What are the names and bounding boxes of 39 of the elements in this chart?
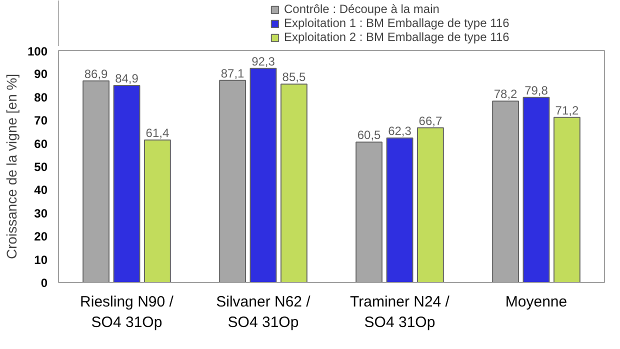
bar (280, 84, 308, 282)
data-label: 71,2 (555, 103, 579, 118)
x-tick-label: Moyenne (505, 294, 568, 310)
data-label: 87,1 (220, 66, 245, 80)
data-label: 84,9 (115, 72, 139, 86)
bar (553, 116, 580, 282)
y-tick-label: 10 (34, 252, 48, 267)
bar (416, 127, 444, 282)
data-label: 92,3 (252, 54, 276, 68)
data-label: 79,8 (524, 83, 548, 98)
x-tick-label: Silvaner N62 / SO4 31Op (216, 294, 312, 331)
bar (113, 85, 140, 282)
bar (522, 96, 550, 282)
legend-label: Contrôle : Découpe à la main (284, 2, 440, 16)
legend-label: Exploitation 1 : BM Emballage de type 116 (284, 16, 510, 30)
y-tick-label: 90 (34, 67, 48, 82)
data-label: 86,9 (84, 66, 108, 81)
y-tick-label: 0 (40, 276, 48, 290)
y-tick-label: 40 (34, 183, 48, 198)
y-axis-title: Croissance de la vigne [en %] (3, 74, 20, 260)
data-label: 66,7 (418, 114, 442, 128)
bar (144, 140, 171, 282)
y-tick-label: 80 (34, 90, 48, 104)
data-label: 62,3 (388, 124, 412, 138)
legend-label: Exploitation 2 : BM Emballage de type 116 (284, 30, 510, 44)
y-tick-label: 60 (34, 136, 48, 151)
data-label: 61,4 (146, 126, 170, 140)
y-tick-label: 70 (34, 114, 48, 128)
data-label: 60,5 (357, 128, 382, 142)
bar (250, 68, 277, 282)
x-tick-label: Riesling N90 / SO4 31Op (80, 294, 174, 331)
y-tick-label: 20 (34, 230, 48, 244)
data-label: 85,5 (282, 70, 306, 84)
data-label: 78,2 (494, 87, 518, 102)
x-tick-label: Traminer N24 / SO4 31Op (350, 294, 450, 331)
y-tick-label: 30 (34, 206, 48, 220)
bar (386, 137, 414, 282)
y-tick-label: 50 (34, 160, 48, 174)
y-tick-label: 100 (27, 44, 48, 58)
